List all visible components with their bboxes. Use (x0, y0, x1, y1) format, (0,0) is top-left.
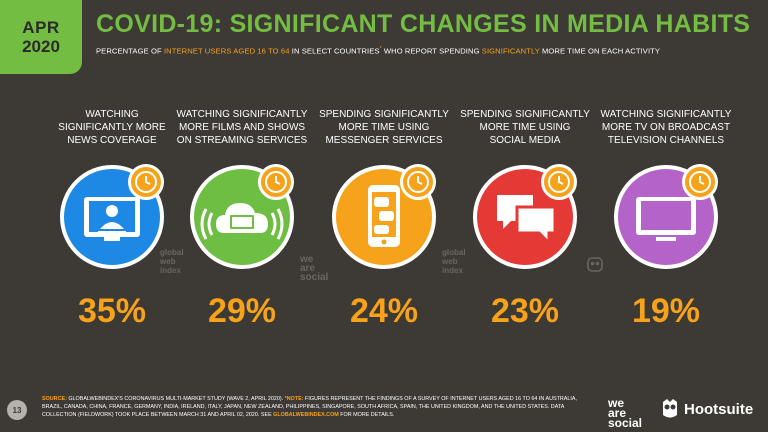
clock-icon (258, 164, 294, 200)
label-line: WATCHING SIGNIFICANTLY (600, 109, 732, 120)
watermark-line: index (160, 266, 181, 275)
label-line: WATCHING SIGNIFICANTLY (176, 109, 308, 120)
television-icon (636, 197, 696, 241)
watermark-line: web (442, 257, 458, 266)
date-badge: APR 2020 (0, 0, 82, 74)
subtitle-asterisk: * (379, 46, 382, 52)
page-number: 13 (7, 400, 27, 420)
category-circle (473, 165, 577, 269)
note-text: FIGURES REPRESENT THE FINDINGS OF A SURV… (42, 396, 577, 418)
category-label: SPENDING SIGNIFICANTLY MORE TIME USING S… (455, 108, 595, 147)
watermark-line: index (442, 266, 463, 275)
value-label: 35% (77, 292, 147, 330)
tail-text: FOR MORE DETAILS. (338, 412, 395, 418)
badge-month: APR (22, 18, 60, 37)
clock-icon (541, 164, 577, 200)
label-line: ON STREAMING SERVICES (176, 135, 308, 146)
hootsuite-owl-icon (663, 399, 677, 418)
label-line: SPENDING SIGNIFICANTLY (319, 109, 449, 120)
watermark-line: global (160, 248, 184, 257)
logo-line: are (608, 406, 627, 420)
category-label: WATCHING SIGNIFICANTLY MORE NEWS COVERAG… (42, 108, 182, 147)
we-are-social-logo: we are social (608, 396, 643, 430)
watermark-gwi: global web index (442, 248, 466, 275)
label-line: MORE TV ON BROADCAST (601, 122, 731, 133)
smartphone-chat-icon (368, 185, 400, 247)
speech-bubbles-icon (497, 195, 557, 247)
subtitle-part: MORE TIME ON EACH ACTIVITY (539, 46, 661, 56)
source-note: SOURCE: GLOBALWEBINDEX'S CORONAVIRUS MUL… (42, 395, 590, 419)
label-line: MORE TIME USING (338, 122, 430, 133)
logo-line: social (608, 416, 643, 430)
watermark-line: global (442, 248, 466, 257)
watermark-line: social (300, 272, 329, 283)
value-label: 29% (207, 292, 277, 330)
clock-icon (128, 164, 164, 200)
hootsuite-logo: Hootsuite (660, 398, 753, 420)
label-line: SOCIAL MEDIA (489, 135, 561, 146)
label-line: SIGNIFICANTLY MORE (58, 122, 166, 133)
source-text: GLOBALWEBINDEX'S CORONAVIRUS MULTI-MARKE… (66, 396, 285, 402)
category-label: SPENDING SIGNIFICANTLY MORE TIME USING M… (314, 108, 454, 147)
value-label: 23% (490, 292, 560, 330)
subtitle-part: WHO REPORT SPENDING (381, 46, 482, 56)
label-line: WATCHING (85, 109, 139, 120)
label-line: MORE TIME USING (479, 122, 571, 133)
watermark-gwi: global web index (160, 248, 184, 275)
source-label: SOURCE: (42, 396, 67, 402)
label-line: MESSENGER SERVICES (325, 135, 443, 146)
category-circle (60, 165, 164, 269)
subtitle-highlight: SIGNIFICANTLY (481, 46, 540, 56)
owl-icon (587, 257, 603, 272)
value-label: 19% (631, 292, 701, 330)
subtitle-highlight: INTERNET USERS AGED 16 TO 64 (163, 46, 290, 56)
label-line: MORE FILMS AND SHOWS (178, 122, 306, 133)
label-line: NEWS COVERAGE (67, 135, 157, 146)
category-label: WATCHING SIGNIFICANTLY MORE FILMS AND SH… (172, 108, 312, 147)
source-link[interactable]: GLOBALWEBINDEX.COM (273, 412, 339, 418)
category-label: WATCHING SIGNIFICANTLY MORE TV ON BROADC… (596, 108, 736, 147)
label-line: SPENDING SIGNIFICANTLY (460, 109, 590, 120)
clock-icon (682, 164, 718, 200)
note-label: *NOTE: (284, 396, 304, 402)
subtitle-part: IN SELECT COUNTRIES (289, 46, 380, 56)
streaming-cloud-icon (200, 203, 284, 240)
page-title: COVID-19: SIGNIFICANT CHANGES IN MEDIA H… (96, 10, 751, 38)
page-subtitle: PERCENTAGE OF INTERNET USERS AGED 16 TO … (96, 46, 660, 56)
watermark-we-are-social: we are social (300, 254, 329, 283)
hootsuite-wordmark: Hootsuite (684, 400, 754, 418)
tv-news-icon (84, 197, 140, 241)
watermark-line: web (160, 257, 176, 266)
logo-line: we (608, 396, 625, 410)
value-label: 24% (349, 292, 419, 330)
subtitle-part: PERCENTAGE OF (96, 46, 164, 56)
label-line: TELEVISION CHANNELS (607, 135, 725, 146)
watermark-line: are (300, 263, 316, 274)
badge-year: 2020 (22, 37, 60, 56)
clock-icon (400, 164, 436, 200)
watermark-line: we (300, 254, 314, 265)
